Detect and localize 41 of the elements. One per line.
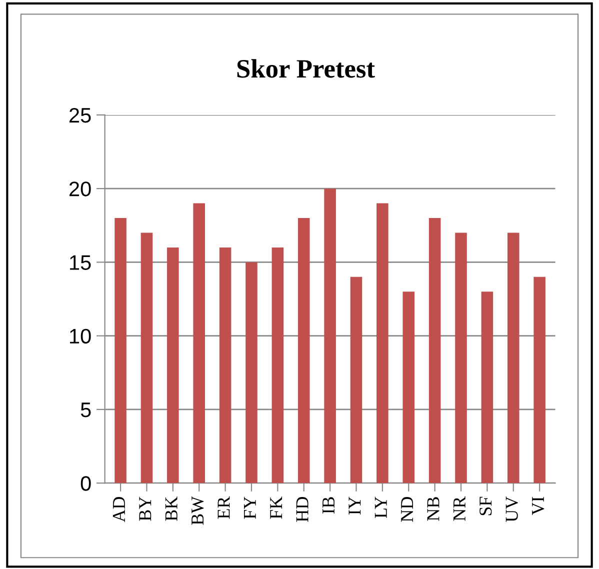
x-tick-label: NB [427,497,440,521]
bar [167,247,179,484]
x-tick-label: LY [374,496,387,518]
x-tick-label: BY [139,496,152,521]
x-tick-label: IB [322,497,334,514]
x-tick-label: FK [270,496,282,519]
y-tick-label: 0 [80,476,91,491]
bar [455,232,467,484]
bar [324,188,336,484]
x-tick-label: FY [244,496,256,519]
y-tick-label: 20 [70,182,91,196]
bar [114,218,126,484]
bar [376,203,388,484]
bar [219,247,232,484]
y-tick-label: 15 [70,255,91,270]
x-tick-label: ND [401,497,413,522]
chart-title: Skor Pretest [237,59,375,78]
y-tick-label: 25 [70,108,91,123]
y-tick-label: 5 [80,402,91,418]
bar [298,218,310,484]
x-tick-label: NR [454,496,466,521]
y-tick-label: 10 [70,328,91,344]
bar [534,276,546,484]
x-tick-label: BK [165,496,178,521]
bar [140,232,153,484]
bar [402,292,415,484]
bar [350,276,362,484]
x-tick-label: VI [532,496,544,516]
x-tick-label: AD [112,497,125,522]
x-tick-label: IY [348,496,361,515]
x-tick-label: BW [192,496,204,525]
bar [507,232,520,484]
bar [246,262,258,484]
bar [481,292,494,484]
x-tick-label: UV [506,496,518,522]
bar [193,203,205,484]
x-tick-label: ER [218,496,230,519]
bar [272,247,284,484]
x-tick-label: HD [296,497,308,522]
bar [428,218,441,484]
x-tick-label: SF [480,496,492,516]
